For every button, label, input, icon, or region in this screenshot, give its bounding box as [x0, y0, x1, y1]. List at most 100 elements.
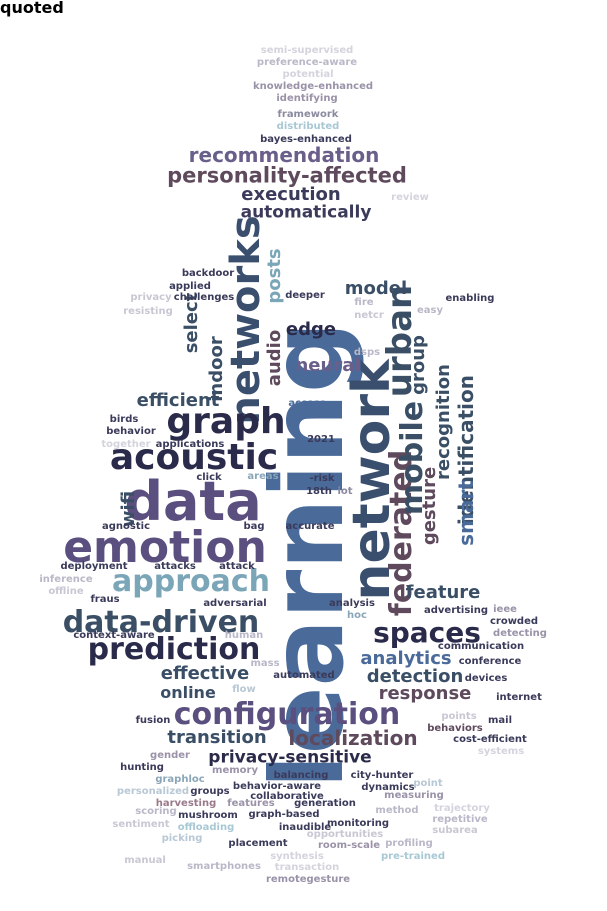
word: profiling	[385, 838, 433, 849]
word: groups	[190, 786, 230, 797]
word: placement	[228, 838, 288, 849]
word: offline	[48, 586, 84, 597]
word: graphloc	[155, 774, 205, 785]
word: attack	[219, 561, 255, 572]
word: neural	[295, 355, 361, 376]
word: iot	[337, 486, 353, 497]
word: enabling	[445, 293, 495, 304]
word: knowledge-enhanced	[252, 81, 374, 92]
word: bayes-enhanced	[260, 134, 352, 145]
word: agnostic	[102, 521, 150, 532]
word: graph-based	[248, 809, 320, 820]
word: privacy	[130, 292, 172, 303]
word: personalized	[116, 786, 190, 797]
word: emotion	[63, 522, 267, 573]
word: dsps	[353, 347, 381, 358]
word: behavior-aware	[232, 781, 322, 792]
word: birds	[109, 414, 139, 425]
word: fusion	[135, 715, 171, 726]
word: distributed	[276, 121, 340, 132]
word: applied	[169, 281, 211, 292]
word: picking	[161, 833, 203, 844]
word: smartphones	[187, 861, 261, 872]
word: deeper	[285, 290, 325, 301]
word: monitoring	[326, 818, 390, 829]
word: context-aware	[73, 630, 155, 641]
word: model	[344, 278, 408, 299]
word: gender	[150, 750, 190, 761]
word: potential	[282, 69, 334, 80]
word: data	[124, 470, 262, 533]
word: pre-trained	[381, 851, 445, 862]
word: transaction	[274, 862, 340, 873]
word: mass	[250, 658, 280, 669]
word: prediction	[87, 632, 261, 667]
word: 2021	[307, 434, 335, 445]
word: gesture	[419, 466, 440, 546]
word: personality-affected	[167, 163, 407, 188]
word: response	[378, 683, 472, 704]
word: analytics	[360, 648, 452, 669]
word: indoor	[206, 336, 227, 402]
word: spaces	[373, 616, 481, 649]
word: data-driven	[62, 605, 260, 640]
word: conference	[458, 656, 522, 667]
word: graph	[166, 401, 286, 442]
word: behaviors	[427, 723, 483, 734]
word: netcr	[354, 310, 384, 321]
word: hunting	[120, 762, 164, 773]
word: room-scale	[317, 840, 381, 851]
word: networks	[223, 215, 269, 425]
word: identifying	[276, 93, 338, 104]
word: trajectory	[434, 803, 490, 814]
word: preference-aware	[256, 57, 358, 68]
word: remotegesture	[265, 874, 351, 885]
word: point	[413, 778, 443, 789]
word: detecting	[493, 628, 547, 639]
word: advertising	[423, 605, 489, 616]
word: review	[391, 192, 429, 203]
word: points	[441, 711, 477, 722]
word: posts	[264, 248, 285, 304]
word: privacy-sensitive	[208, 747, 372, 768]
word: configuration	[173, 697, 401, 732]
word: hoc	[347, 610, 367, 621]
word: automatically	[240, 202, 372, 223]
word: internet	[496, 692, 542, 703]
word: 18th	[306, 486, 332, 497]
word: inaudible	[278, 822, 332, 833]
word: generation	[294, 798, 356, 809]
word: mail	[487, 715, 513, 726]
word: applications	[155, 439, 225, 450]
word: fraus	[90, 594, 120, 605]
word: recommendation	[188, 143, 380, 167]
word: flow	[232, 684, 256, 695]
word: group	[408, 335, 429, 395]
word: method	[375, 805, 419, 816]
word: recognition	[433, 364, 454, 480]
word: sentiment	[112, 819, 170, 830]
word: collaborative	[250, 791, 324, 802]
word: offloading	[177, 822, 235, 833]
word: subarea	[432, 825, 478, 836]
word: ieee	[493, 604, 517, 615]
word: features	[227, 798, 275, 809]
word: crowded	[489, 616, 539, 627]
word: approach	[112, 564, 270, 599]
word: easy	[416, 305, 444, 316]
word: fire	[354, 297, 374, 308]
word: cost-efficient	[453, 734, 527, 745]
word: opportunities	[306, 829, 384, 840]
word: city-hunter	[350, 770, 414, 781]
word: synthesis	[270, 851, 324, 862]
word: areas	[247, 471, 279, 482]
word: accurate	[285, 521, 335, 532]
word: execution	[241, 184, 341, 205]
word: quoted	[0, 0, 64, 17]
word: adversarial	[203, 598, 267, 609]
word: resisting	[123, 306, 173, 317]
word: smart	[454, 480, 478, 546]
word: edge	[285, 319, 337, 340]
word: systems	[477, 746, 525, 757]
